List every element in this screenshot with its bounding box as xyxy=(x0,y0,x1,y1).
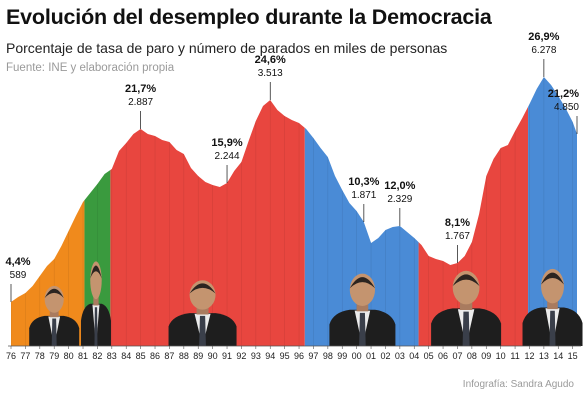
x-tick-label: 15 xyxy=(568,351,578,361)
data-label-pct: 10,3% xyxy=(348,176,379,188)
portraits xyxy=(29,261,583,346)
data-label-num: 2.329 xyxy=(387,194,412,205)
x-tick-label: 89 xyxy=(193,351,203,361)
x-tick-label: 03 xyxy=(395,351,405,361)
data-label-pct: 8,1% xyxy=(445,217,470,229)
rajoy-portrait-icon xyxy=(522,268,583,346)
suarez-portrait-icon xyxy=(29,285,80,346)
data-label-num: 2.244 xyxy=(215,151,240,162)
data-labels: 4,4% 589 21,7% 2.887 15,9% 2.244 24,6% 3.513 10,… xyxy=(5,31,579,302)
period-zapatero xyxy=(418,77,529,346)
x-tick-label: 11 xyxy=(510,351,519,361)
x-tick-label: 13 xyxy=(539,351,549,361)
data-label-num: 3.513 xyxy=(258,68,283,79)
x-tick-label: 09 xyxy=(481,351,491,361)
x-tick-label: 12 xyxy=(524,351,534,361)
data-label-pct: 15,9% xyxy=(211,137,242,149)
calvo-sotelo-portrait-icon xyxy=(80,261,111,346)
x-tick-label: 01 xyxy=(366,351,376,361)
x-tick-label: 82 xyxy=(92,351,102,361)
credit-note: Infografía: Sandra Agudo xyxy=(462,379,574,390)
x-tick-label: 98 xyxy=(323,351,333,361)
x-tick-label: 87 xyxy=(164,351,174,361)
chart-subtitle: Porcentaje de tasa de paro y número de p… xyxy=(6,40,448,56)
x-tick-label: 97 xyxy=(308,351,318,361)
x-tick-label: 94 xyxy=(265,351,275,361)
x-tick-label: 83 xyxy=(107,351,117,361)
x-tick-label: 08 xyxy=(467,351,477,361)
x-tick-label: 79 xyxy=(49,351,59,361)
x-tick-label: 90 xyxy=(208,351,218,361)
x-tick-label: 80 xyxy=(64,351,74,361)
x-tick-label: 99 xyxy=(337,351,347,361)
chart-title: Evolución del desempleo durante la Democ… xyxy=(6,5,492,29)
x-tick-label: 85 xyxy=(136,351,146,361)
x-tick-label: 00 xyxy=(352,351,362,361)
data-label-pct: 26,9% xyxy=(528,31,559,43)
x-tick-label: 14 xyxy=(553,351,563,361)
x-tick-label: 04 xyxy=(409,351,419,361)
data-label-num: 2.887 xyxy=(128,97,153,108)
data-label-num: 6.278 xyxy=(531,45,556,56)
x-tick-label: 07 xyxy=(452,351,462,361)
gonzalez-portrait-icon xyxy=(168,280,237,346)
x-tick-label: 92 xyxy=(236,351,246,361)
x-tick-label: 76 xyxy=(6,351,16,361)
x-tick-label: 77 xyxy=(20,351,30,361)
x-tick-label: 93 xyxy=(251,351,261,361)
x-tick-label: 81 xyxy=(78,351,88,361)
data-label-pct: 21,7% xyxy=(125,83,156,95)
data-label-pct: 21,2% xyxy=(548,88,579,100)
data-label-pct: 12,0% xyxy=(384,180,415,192)
x-tick-label: 05 xyxy=(424,351,434,361)
source-note: Fuente: INE y elaboración propia xyxy=(6,62,175,74)
x-tick-label: 02 xyxy=(380,351,390,361)
x-tick-label: 84 xyxy=(121,351,131,361)
x-tick-label: 10 xyxy=(496,351,506,361)
x-tick-label: 95 xyxy=(280,351,290,361)
data-label-num: 4.850 xyxy=(554,102,579,113)
x-tick-label: 88 xyxy=(179,351,189,361)
data-label-pct: 24,6% xyxy=(255,54,286,66)
x-tick-label: 78 xyxy=(35,351,45,361)
data-label-num: 1.871 xyxy=(351,190,376,201)
x-axis: 76 77 78 79 80 81 82 83 84 85 86 87 88 89 90 91 92 93 94 95… xyxy=(6,345,581,361)
aznar-portrait-icon xyxy=(329,273,396,346)
x-tick-label: 96 xyxy=(294,351,304,361)
x-tick-label: 86 xyxy=(150,351,160,361)
data-label-pct: 4,4% xyxy=(5,256,30,268)
data-label-num: 589 xyxy=(10,270,27,281)
x-tick-label: 91 xyxy=(222,351,232,361)
data-label-num: 1.767 xyxy=(445,231,470,242)
zapatero-portrait-icon xyxy=(431,270,502,346)
x-tick-label: 06 xyxy=(438,351,448,361)
